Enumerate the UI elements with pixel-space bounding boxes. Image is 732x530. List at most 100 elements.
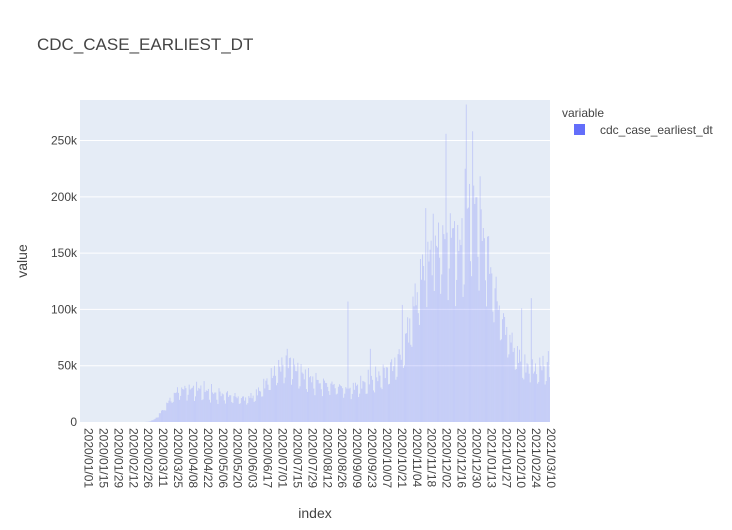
bar[interactable] [459,239,461,422]
bar[interactable] [480,209,482,422]
bar[interactable] [365,393,367,422]
bar[interactable] [351,393,353,422]
bar[interactable] [261,396,263,422]
bar[interactable] [500,339,502,422]
bar[interactable] [268,390,270,422]
bar[interactable] [213,393,215,422]
bar[interactable] [386,367,388,422]
bar[interactable] [273,365,275,422]
bar[interactable] [198,387,200,422]
bar[interactable] [151,420,153,422]
bar[interactable] [490,267,492,422]
bar[interactable] [354,382,356,422]
bar[interactable] [289,357,291,422]
bar[interactable] [537,383,539,422]
bar[interactable] [244,400,246,422]
bar[interactable] [161,410,162,422]
bar[interactable] [189,389,191,422]
bar[interactable] [230,395,232,422]
bar[interactable] [319,383,321,422]
bar[interactable] [434,235,436,422]
bar[interactable] [374,392,376,422]
bar[interactable] [155,417,157,422]
bar[interactable] [406,333,408,422]
bar[interactable] [512,351,514,422]
bar[interactable] [293,358,295,422]
bar[interactable] [202,399,204,422]
bar[interactable] [214,392,216,422]
bar[interactable] [392,371,394,422]
bar[interactable] [544,384,546,422]
bar[interactable] [335,394,337,422]
bar[interactable] [265,380,267,422]
bar[interactable] [248,396,250,422]
bar[interactable] [409,318,411,422]
bar[interactable] [149,421,151,422]
bar[interactable] [524,354,526,422]
bar[interactable] [515,369,517,422]
bar[interactable] [444,239,446,422]
bar[interactable] [169,397,171,422]
bar[interactable] [283,383,285,422]
bar[interactable] [466,208,468,422]
bar[interactable] [292,379,293,422]
bar[interactable] [185,388,187,422]
bar[interactable] [389,383,390,422]
bar[interactable] [476,197,478,422]
bar[interactable] [331,381,333,422]
bar[interactable] [477,256,479,422]
bar[interactable] [496,301,498,422]
bar[interactable] [153,419,155,423]
bar[interactable] [321,396,323,422]
bar[interactable] [301,372,303,423]
bar[interactable] [215,392,217,422]
bar[interactable] [222,394,224,422]
bar[interactable] [403,365,405,422]
bar[interactable] [443,234,445,422]
bar[interactable] [450,237,452,422]
bar[interactable] [251,398,253,422]
bar[interactable] [298,388,300,422]
bar[interactable] [408,342,410,422]
bar[interactable] [439,257,441,422]
bar[interactable] [451,228,453,422]
bar[interactable] [430,240,432,422]
bar[interactable] [228,396,230,422]
bar[interactable] [547,351,549,422]
bar[interactable] [255,389,257,422]
bar[interactable] [304,369,306,422]
legend-swatch[interactable] [574,124,585,135]
bar[interactable] [260,391,262,422]
bar[interactable] [548,377,550,422]
bar[interactable] [259,390,260,422]
bar[interactable] [231,401,233,422]
bar[interactable] [178,392,179,422]
bar[interactable] [210,402,211,422]
bar[interactable] [397,354,399,422]
bar[interactable] [471,276,473,422]
bar[interactable] [253,401,255,422]
bar[interactable] [514,369,516,422]
bar[interactable] [158,413,160,422]
bar[interactable] [296,371,298,422]
bar[interactable] [413,306,415,422]
bar[interactable] [221,393,223,422]
bar[interactable] [216,399,218,422]
bar[interactable] [429,249,431,422]
bar[interactable] [530,298,532,422]
bar[interactable] [499,340,501,422]
bar[interactable] [427,241,429,422]
bar[interactable] [182,389,184,422]
bar[interactable] [285,355,287,422]
bar[interactable] [180,395,182,422]
bar[interactable] [487,236,489,422]
bar[interactable] [431,275,433,422]
bar[interactable] [299,386,301,422]
bar[interactable] [217,403,219,422]
bar[interactable] [167,403,169,422]
bar[interactable] [348,388,350,422]
bar[interactable] [516,346,518,422]
bar[interactable] [333,383,335,422]
bar[interactable] [410,344,412,422]
bar[interactable] [505,334,507,422]
